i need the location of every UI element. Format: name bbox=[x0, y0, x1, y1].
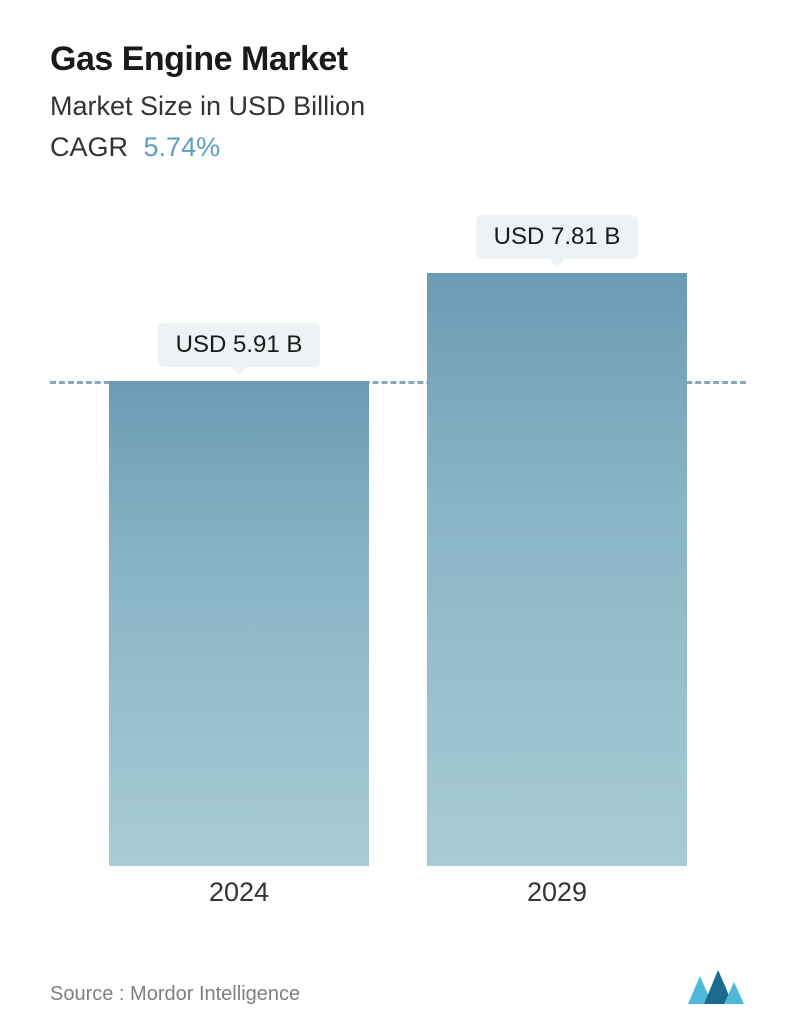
logo-icon bbox=[686, 968, 746, 1006]
source-text: Source : Mordor Intelligence bbox=[50, 983, 300, 1006]
axis-label-2024: 2024 bbox=[109, 877, 369, 908]
chart-area: USD 5.91 B USD 7.81 B 2024 2029 bbox=[50, 218, 746, 908]
axis-label-2029: 2029 bbox=[427, 877, 687, 908]
cagr-row: CAGR 5.74% bbox=[50, 132, 746, 163]
chart-title: Gas Engine Market bbox=[50, 40, 746, 79]
brand-logo bbox=[686, 968, 746, 1006]
footer: Source : Mordor Intelligence bbox=[50, 968, 746, 1006]
value-badge-2024: USD 5.91 B bbox=[158, 323, 321, 367]
chart-subtitle: Market Size in USD Billion bbox=[50, 91, 746, 122]
axis-labels: 2024 2029 bbox=[50, 877, 746, 908]
bar-2024 bbox=[109, 381, 369, 866]
bars-container: USD 5.91 B USD 7.81 B bbox=[50, 218, 746, 866]
value-badge-2029: USD 7.81 B bbox=[476, 215, 639, 259]
cagr-label: CAGR bbox=[50, 132, 128, 162]
cagr-value: 5.74% bbox=[144, 132, 221, 162]
bar-group-2029: USD 7.81 B bbox=[427, 215, 687, 866]
bar-group-2024: USD 5.91 B bbox=[109, 323, 369, 866]
bar-2029 bbox=[427, 273, 687, 866]
